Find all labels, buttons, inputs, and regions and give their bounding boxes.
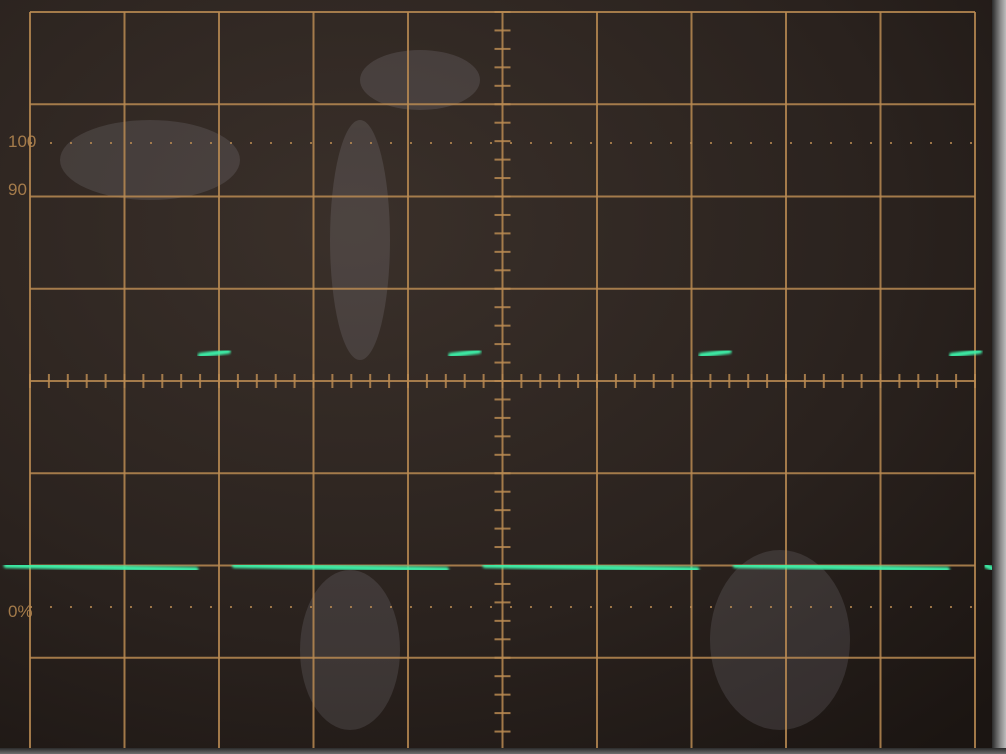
screen-reflection <box>60 50 850 730</box>
signal-trace <box>3 348 998 572</box>
label-0-percent: 0% <box>8 602 33 621</box>
trace-low-segment <box>482 563 700 572</box>
trace-pulse-segment <box>448 348 482 358</box>
trace-low-segment <box>231 563 450 572</box>
graticule-labels: 100 90 0% <box>8 132 36 621</box>
scope-bezel-bottom <box>0 748 1006 754</box>
label-100: 100 <box>8 132 36 151</box>
label-90: 90 <box>8 180 27 199</box>
trace-pulse-segment <box>948 348 983 358</box>
trace-low-segment <box>3 563 199 572</box>
trace-pulse-segment <box>698 348 732 358</box>
scope-bezel-right <box>992 0 1006 754</box>
trace-low-segment <box>732 563 950 572</box>
trace-pulse-segment <box>197 348 231 358</box>
